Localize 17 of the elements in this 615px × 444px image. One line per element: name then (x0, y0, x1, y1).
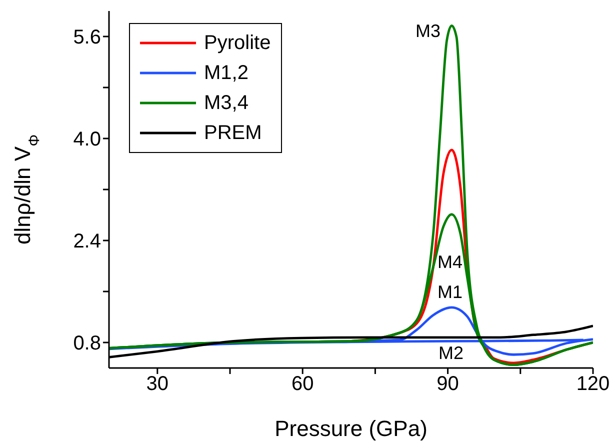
y-tick-label: 5.6 (73, 26, 101, 49)
annotation: M2 (438, 342, 464, 363)
annotation: M3 (415, 20, 441, 41)
y-tick-label: 2.4 (73, 230, 101, 253)
x-tick-label: 120 (576, 373, 610, 396)
annotation: M1 (437, 282, 463, 302)
annotation: M4 (437, 252, 463, 272)
x-axis-title: Pressure (GPa) (274, 416, 428, 441)
x-tick-label: 30 (146, 373, 169, 396)
legend-label: Pyrolite (204, 32, 271, 54)
legend-label: PREM (204, 122, 262, 144)
y-tick-label: 4.0 (73, 128, 101, 151)
legend-label: M1,2 (204, 62, 248, 84)
y-tick-label: 0.8 (73, 332, 101, 355)
x-tick-label: 60 (291, 373, 314, 396)
x-tick-label: 90 (436, 373, 459, 396)
legend-label: M3,4 (204, 92, 248, 114)
